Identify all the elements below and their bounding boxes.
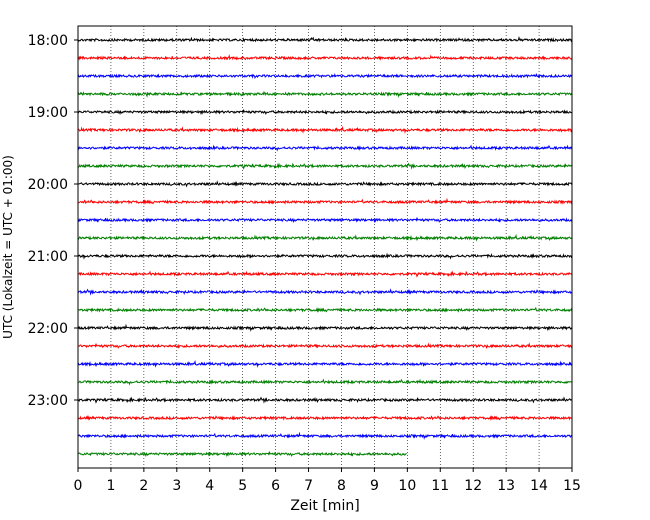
- y-axis: 18:00 19:00 20:00 21:00 22:00 23:00: [28, 33, 78, 409]
- x-tick-label: 7: [304, 478, 313, 494]
- trace-2200: [77, 323, 573, 332]
- x-tick-label: 9: [370, 478, 379, 494]
- x-tick-label: 2: [139, 478, 148, 494]
- y-tick-label: 22:00: [28, 321, 68, 337]
- trace-2230: [77, 359, 572, 368]
- x-tick-label: 12: [464, 478, 482, 494]
- x-tick-label: 0: [74, 478, 83, 494]
- x-axis: 0 1 2 3 4 5 6 7 8 9 10 11 12 13 14 15: [74, 468, 581, 494]
- x-tick-label: 6: [271, 478, 280, 494]
- trace-2100: [77, 252, 573, 260]
- y-axis-label: UTC (Lokalzeit = UTC + 01:00): [1, 155, 15, 339]
- x-tick-label: 13: [497, 478, 515, 494]
- y-tick-label: 21:00: [28, 249, 68, 265]
- x-tick-label: 14: [530, 478, 548, 494]
- y-tick-label: 20:00: [28, 177, 68, 193]
- x-tick-label: 15: [563, 478, 581, 494]
- x-tick-label: 4: [205, 478, 214, 494]
- trace-2015: [77, 197, 573, 205]
- trace-2115: [77, 270, 573, 278]
- y-tick-label: 19:00: [28, 105, 68, 121]
- x-tick-label: 5: [238, 478, 247, 494]
- x-axis-label: Zeit [min]: [290, 498, 359, 514]
- x-tick-label: 10: [398, 478, 416, 494]
- x-tick-label: 1: [106, 478, 115, 494]
- x-tick-label: 11: [431, 478, 449, 494]
- trace-2330: [77, 431, 573, 440]
- trace-2045: [77, 233, 573, 242]
- x-tick-label: 3: [172, 478, 181, 494]
- grid-lines: [110, 26, 540, 468]
- trace-1830: [77, 73, 573, 80]
- trace-1945: [77, 162, 573, 170]
- y-tick-label: 23:00: [28, 393, 68, 409]
- trace-2345: [77, 451, 407, 458]
- trace-1815: [77, 54, 573, 61]
- trace-2315: [77, 415, 573, 421]
- trace-group: [77, 35, 573, 458]
- trace-2245: [77, 378, 572, 386]
- trace-2000: [77, 180, 573, 188]
- trace-2300: [77, 396, 573, 404]
- trace-2145: [77, 306, 573, 313]
- x-tick-label: 8: [337, 478, 346, 494]
- trace-1800: [77, 35, 573, 43]
- trace-1915: [77, 125, 573, 134]
- trace-1930: [77, 144, 573, 152]
- trace-2030: [77, 217, 573, 224]
- trace-1845: [77, 90, 573, 98]
- plot-frame: [77, 25, 573, 469]
- trace-1900: [77, 109, 573, 116]
- trace-2130: [77, 288, 573, 296]
- y-tick-label: 18:00: [28, 33, 68, 49]
- trace-2215: [77, 342, 573, 349]
